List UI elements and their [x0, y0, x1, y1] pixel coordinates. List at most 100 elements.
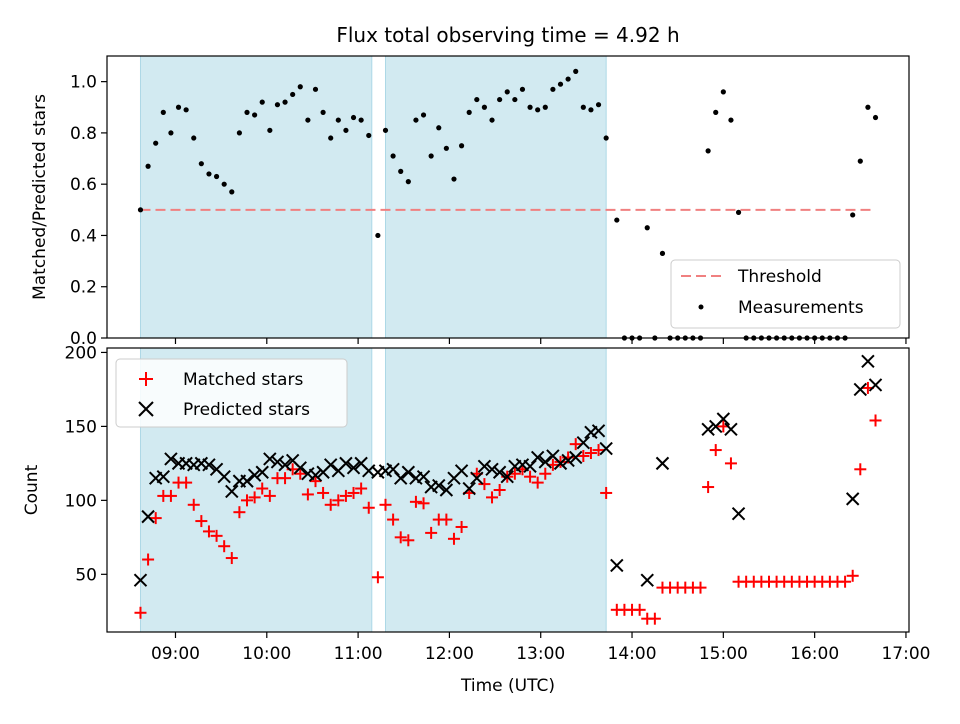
measurement-point — [580, 104, 586, 110]
measurement-point — [198, 161, 204, 167]
measurement-point — [705, 148, 711, 154]
predicted-star-point — [339, 456, 353, 471]
x-tick-label: 17:00 — [881, 644, 930, 664]
predicted-star-point — [270, 455, 285, 469]
measurement-point — [206, 171, 212, 177]
matched-star-point — [569, 438, 582, 451]
matched-star-point — [417, 497, 430, 510]
predicted-star-point — [569, 450, 583, 465]
measurement-point — [213, 173, 220, 180]
measurement-point — [527, 104, 533, 110]
top-y-tick-label: 0.6 — [70, 175, 97, 195]
x-tick-label: 09:00 — [151, 644, 200, 664]
measurement-point — [850, 212, 856, 218]
predicted-star-point — [853, 382, 868, 397]
predicted-star-point — [591, 424, 606, 438]
measurement-point — [497, 96, 503, 103]
measurement-point — [713, 109, 719, 115]
predicted-star-point — [141, 509, 155, 524]
top-y-axis-label: Matched/Predicted stars — [30, 94, 50, 300]
measurement-point — [588, 107, 594, 113]
measurement-point — [274, 102, 281, 108]
bottom-legend: Matched stars Predicted stars — [115, 358, 348, 428]
top-y-tick-label: 0.2 — [70, 278, 97, 298]
matched-star-point — [371, 571, 384, 584]
matched-star-point — [195, 515, 208, 528]
matched-star-point — [702, 481, 715, 494]
predicted-star-point — [308, 468, 323, 482]
matched-star-point — [440, 513, 453, 526]
matched-star-point — [294, 467, 307, 480]
predicted-star-point — [561, 453, 575, 468]
matched-star-point — [577, 449, 590, 462]
measurement-point — [267, 127, 273, 133]
predicted-star-point — [553, 456, 568, 471]
matched-star-point — [134, 606, 147, 619]
bottom-axes-frame — [106, 347, 910, 633]
matched-star-point — [248, 491, 261, 504]
measurement-point — [428, 153, 434, 159]
predicted-star-point — [278, 458, 292, 472]
predicted-star-point — [470, 471, 484, 485]
matched-star-point — [233, 506, 246, 519]
x-tick-label: 11:00 — [334, 644, 383, 664]
matched-star-point — [694, 581, 707, 594]
measurement-point — [481, 104, 488, 110]
bottom-x-ticks: 09:00 10:00 11:00 12:00 13:00 14:00 15:00 16:00… — [151, 632, 930, 664]
measurement-point — [443, 145, 449, 151]
matched-star-point — [709, 444, 722, 457]
x-tick-label: 10:00 — [242, 644, 291, 664]
matched-star-point — [524, 470, 537, 483]
measurement-point — [489, 117, 495, 123]
predicted-star-point — [724, 422, 738, 437]
predicted-star-point — [255, 465, 269, 479]
matched-star-point — [425, 526, 438, 539]
matched-star-point — [362, 501, 375, 514]
matched-star-point — [584, 447, 597, 460]
predicted-star-point — [394, 471, 408, 485]
matched-star-point — [478, 478, 491, 491]
measurement-point — [458, 143, 465, 149]
top-shaded-span — [139, 55, 373, 339]
measurement-point — [145, 163, 151, 169]
predicted-star-point — [164, 452, 178, 466]
measurement-point — [550, 86, 556, 92]
measurement-point — [375, 232, 381, 239]
bottom-y-tick-label: 200 — [65, 343, 97, 363]
predicted-star-point — [202, 458, 216, 472]
x-tick-label: 12:00 — [425, 644, 474, 664]
measurement-point — [183, 107, 189, 113]
predicted-star-point — [538, 455, 552, 469]
matched-star-point — [455, 520, 468, 533]
measurement-point — [728, 117, 734, 123]
matched-star-point — [347, 486, 360, 499]
measurement-point — [512, 96, 518, 103]
bottom-y-tick-label: 50 — [75, 565, 97, 585]
measurement-point — [398, 168, 404, 174]
measurement-point — [297, 84, 303, 90]
matched-star-point — [447, 532, 460, 545]
measurement-point — [614, 217, 620, 223]
measurement-point — [259, 99, 265, 105]
measurement-point — [735, 209, 742, 215]
measurement-point — [474, 96, 480, 103]
predicted-star-point — [293, 461, 307, 475]
measurement-point — [504, 89, 510, 95]
measurement-point — [282, 99, 288, 105]
measurement-point — [603, 135, 609, 141]
legend-measurements-swatch — [698, 304, 704, 310]
matched-star-point — [554, 455, 567, 468]
predicted-star-point — [861, 354, 875, 369]
matched-star-point — [324, 498, 337, 511]
measurement-point — [573, 68, 579, 74]
measurement-point — [382, 127, 389, 133]
x-tick-label: 15:00 — [699, 644, 748, 664]
predicted-star-point — [454, 464, 469, 478]
measurement-point — [320, 109, 326, 115]
measurement-point — [451, 176, 457, 182]
top-panel: 0.0 0.2 0.4 0.6 0.8 1.0 Matched/Predicted sta… — [30, 55, 910, 349]
matched-star-point — [187, 498, 200, 511]
predicted-star-point — [263, 452, 277, 466]
predicted-star-point — [217, 469, 231, 484]
